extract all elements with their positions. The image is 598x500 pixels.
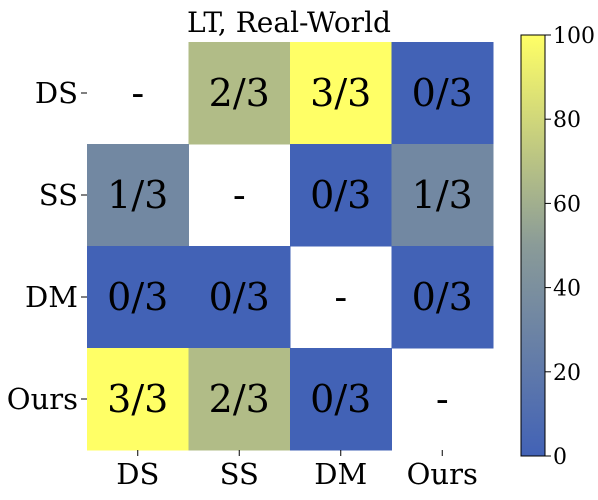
heatmap-cell-rect <box>391 246 494 349</box>
chart-title: LT, Real-World <box>187 6 391 39</box>
heatmap-cell-rect <box>391 42 494 145</box>
heatmap-cell-label: - <box>131 71 144 115</box>
colorbar: 0 20 40 60 80 100 <box>520 24 595 470</box>
heatmap-cell-label: 0/3 <box>412 275 473 319</box>
colorbar-tick-label: 80 <box>553 108 581 133</box>
heatmap-cell: 3/3 <box>290 42 392 145</box>
colorbar-tick-label: 20 <box>553 361 581 386</box>
heatmap-cell-label: 0/3 <box>310 377 371 421</box>
heatmap-cell-rect <box>290 144 392 247</box>
column-label: DS <box>116 457 159 491</box>
heatmap-cell: 0/3 <box>290 144 392 247</box>
colorbar-tick-label: 40 <box>553 277 581 302</box>
heatmap-cell-rect <box>188 246 291 349</box>
colorbar-tick-label: 0 <box>553 445 567 470</box>
column-labels: DS SS DM Ours <box>116 450 478 491</box>
heatmap-cell: 0/3 <box>290 348 392 451</box>
heatmap-cell-label: 0/3 <box>107 275 168 319</box>
row-label: Ours <box>7 382 78 416</box>
heatmap-cell-label: 1/3 <box>412 173 473 217</box>
heatmap-cell-rect <box>87 246 189 349</box>
heatmap-cell: 3/3 <box>87 348 189 451</box>
heatmap-cell: - <box>233 173 246 217</box>
heatmap-cell-rect <box>391 144 494 247</box>
heatmap-cell: 0/3 <box>391 246 494 349</box>
heatmap-cell: 2/3 <box>188 348 291 451</box>
heatmap-cell-label: 3/3 <box>310 71 371 115</box>
heatmap-cell-rect <box>290 42 392 145</box>
heatmap-cell-rect <box>188 348 291 451</box>
heatmap-cell-label: - <box>233 173 246 217</box>
heatmap-cell: 2/3 <box>188 42 291 145</box>
colorbar-tick-label: 100 <box>553 24 595 49</box>
heatmap-cell: 0/3 <box>391 42 494 145</box>
heatmap-cell-label: 0/3 <box>412 71 473 115</box>
colorbar-gradient <box>520 34 546 457</box>
row-label: DM <box>25 280 78 314</box>
heatmap-cell: - <box>131 71 144 115</box>
heatmap-cell-label: 2/3 <box>209 377 270 421</box>
heatmap-cell: 0/3 <box>87 246 189 349</box>
row-labels: DS SS DM Ours <box>7 76 87 416</box>
column-label: DM <box>314 457 367 491</box>
colorbar-tick-label: 60 <box>553 192 581 217</box>
heatmap-cell-label: 0/3 <box>209 275 270 319</box>
heatmap-cell-label: 2/3 <box>209 71 270 115</box>
row-label: SS <box>39 178 78 212</box>
heatmap-cell-rect <box>188 42 291 145</box>
heatmap-cell: - <box>334 275 347 319</box>
heatmap-cell-label: - <box>334 275 347 319</box>
heatmap-cell: - <box>436 377 449 421</box>
heatmap-cells: - 2/3 3/3 0/3 1/3 - 0/3 1/3 0/3 0/3 - 0/3 3/3 2/3 0/3 - <box>87 42 494 451</box>
column-label: SS <box>220 457 259 491</box>
row-label: DS <box>35 76 78 110</box>
column-label: Ours <box>407 457 478 491</box>
heatmap-cell-label: - <box>436 377 449 421</box>
heatmap-cell-rect <box>87 348 189 451</box>
heatmap-cell-label: 1/3 <box>107 173 168 217</box>
heatmap-cell: 1/3 <box>391 144 494 247</box>
heatmap-cell: 0/3 <box>188 246 291 349</box>
heatmap-cell-rect <box>290 348 392 451</box>
heatmap-cell-label: 3/3 <box>107 377 168 421</box>
heatmap-cell-rect <box>87 144 189 247</box>
heatmap-cell: 1/3 <box>87 144 189 247</box>
heatmap-cell-label: 0/3 <box>310 173 371 217</box>
